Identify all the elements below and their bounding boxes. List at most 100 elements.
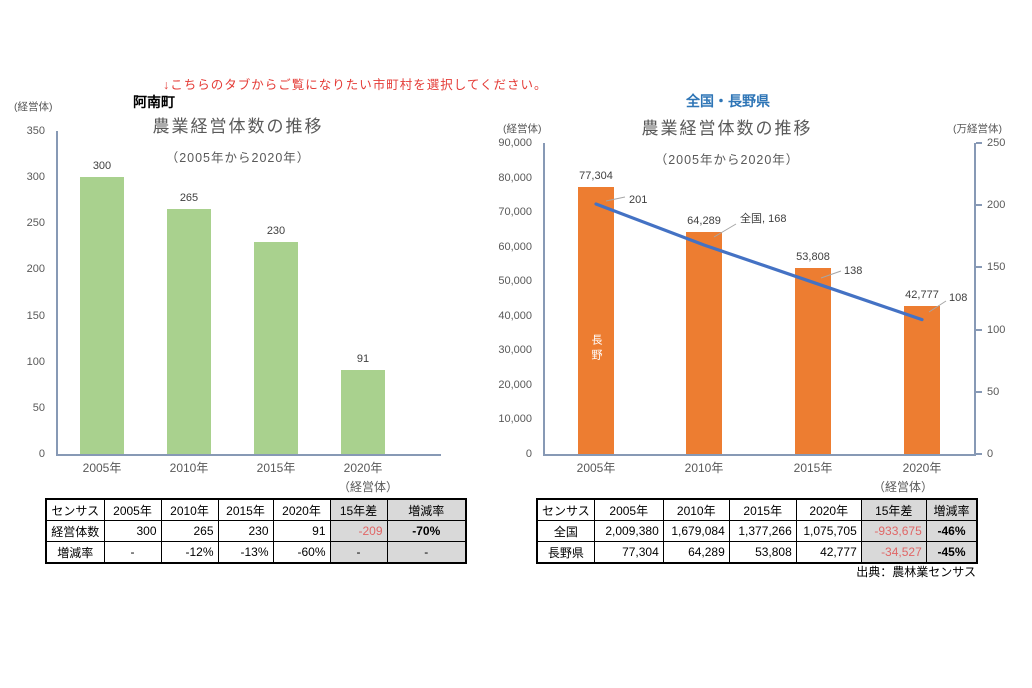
anan-data-table: センサス 2005年 2010年 2015年 2020年 15年差 増減率 経営体数 300 26… [45,498,467,564]
bar-value-label: 265 [179,192,199,204]
bar-value-label: 230 [266,225,286,237]
column-header: 2005年 [103,498,162,521]
nagano-inbar-label: 長野 [590,334,602,364]
table-cell: 42,777 [795,541,862,564]
table-cell: -46% [925,520,978,542]
right-chart-xaxis-unit: （経営体） [872,480,933,494]
left-axis-tick-label: 60,000 [498,241,532,253]
left-axis-tick-label: 30,000 [498,344,532,356]
y-axis-tick-label: 200 [26,263,45,275]
table-cell: -34,527 [860,541,927,564]
bar [686,232,722,454]
y-axis-tick-label: 350 [26,125,45,137]
column-header: 2005年 [593,498,664,521]
column-header: 増減率 [386,498,467,521]
table-cell: 1,377,266 [728,520,797,542]
y-axis-line [56,131,58,456]
right-axis-tick-label: 100 [987,324,1006,336]
row-label: 経営体数 [45,520,105,542]
y-axis-tick-label: 150 [26,310,45,322]
row-label: 長野県 [536,541,595,564]
right-axis-tick-mark [976,391,982,393]
table-cell: -45% [925,541,978,564]
column-header: 2020年 [795,498,862,521]
x-axis-line [56,454,441,456]
column-header: 2020年 [272,498,331,521]
left-axis-tick-label: 50,000 [498,275,532,287]
right-axis-tick-mark [976,329,982,331]
left-chart-yaxis-unit: (経営体) [14,101,53,113]
left-region-title: 阿南町 [133,94,175,110]
left-chart-title: 農業経営体数の推移 [152,117,324,136]
line-value-label: 138 [844,265,863,277]
column-header: 2010年 [662,498,730,521]
left-axis-tick-label: 90,000 [498,137,532,149]
table-cell: 77,304 [593,541,664,564]
table-cell: - [386,541,467,564]
right-chart-right-axis-unit: (万経営体) [953,123,1002,135]
right-axis-tick-mark [976,204,982,206]
table-cell: 1,679,084 [662,520,730,542]
bar-value-label: 53,808 [796,251,830,263]
x-axis-tick-label: 2010年 [684,461,724,475]
table-cell: 64,289 [662,541,730,564]
table-cell: - [329,541,388,564]
y-axis-tick-label: 300 [26,171,45,183]
table-header-row: センサス 2005年 2010年 2015年 2020年 15年差 増減率 [536,498,978,521]
bar-value-label: 64,289 [687,215,721,227]
right-axis-tick-mark [976,266,982,268]
left-axis-line [543,143,545,456]
row-label: 全国 [536,520,595,542]
bar [795,268,831,454]
bar-value-label: 91 [356,353,370,365]
table-header-row: センサス 2005年 2010年 2015年 2020年 15年差 増減率 [45,498,467,521]
bar [80,177,124,454]
right-axis-line [974,143,976,456]
tab-instruction-note: ↓こちらのタブからご覧になりたい市町村を選択してください。 [163,78,548,92]
row-label: 増減率 [45,541,105,564]
table-cell: 1,075,705 [795,520,862,542]
right-axis-tick-label: 0 [987,448,994,460]
bar [578,187,614,454]
right-chart-left-axis-unit: (経営体) [503,123,542,135]
label-leader-line [605,196,626,202]
bar [341,370,385,454]
table-cell: -12% [160,541,219,564]
x-axis-tick-label: 2005年 [82,461,122,475]
left-axis-tick-label: 80,000 [498,172,532,184]
line-value-label: 201 [629,194,648,206]
table-cell: 265 [160,520,219,542]
table-cell: -13% [217,541,274,564]
x-axis-tick-label: 2005年 [576,461,616,475]
bar-value-label: 42,777 [905,289,939,301]
bar [254,242,298,454]
left-axis-tick-label: 20,000 [498,379,532,391]
left-axis-tick-label: 40,000 [498,310,532,322]
table-cell: 2,009,380 [593,520,664,542]
column-header: 増減率 [925,498,978,521]
table-cell: 230 [217,520,274,542]
source-note: 出典：農林業センサス [856,565,976,579]
national-trend-line [594,202,924,322]
right-axis-tick-mark [976,453,982,455]
bar-value-label: 77,304 [579,170,613,182]
table-cell: 53,808 [728,541,797,564]
left-axis-tick-label: 0 [525,448,532,460]
x-axis-tick-label: 2020年 [902,461,942,475]
label-leader-line [928,300,947,313]
left-chart-subtitle: （2005年から2020年） [165,151,311,165]
national-nagano-data-table: センサス 2005年 2010年 2015年 2020年 15年差 増減率 全国 2,009,3… [536,498,979,564]
column-header: センサス [536,498,595,521]
x-axis-tick-label: 2015年 [256,461,296,475]
y-axis-tick-label: 0 [38,448,45,460]
bar [167,209,211,454]
table-cell: -933,675 [860,520,927,542]
x-axis-tick-label: 2010年 [169,461,209,475]
label-leader-line [820,270,842,279]
table-cell: -70% [386,520,467,542]
bar [904,306,940,454]
y-axis-tick-label: 100 [26,356,45,368]
table-row: 増減率 - -12% -13% -60% - - [45,541,467,564]
